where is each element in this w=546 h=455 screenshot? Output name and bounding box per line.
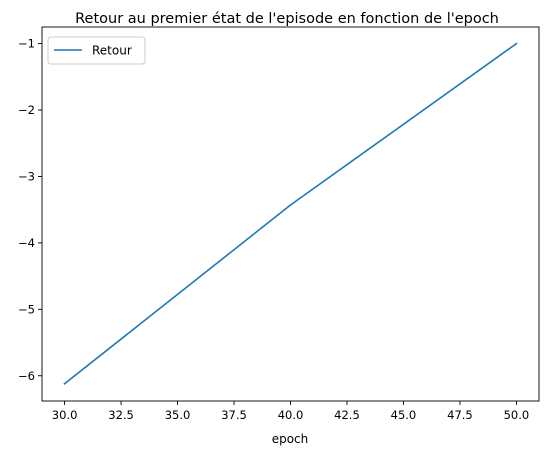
legend-label-retour: Retour (92, 44, 132, 58)
x-axis-label: epoch (272, 432, 309, 446)
x-tick-label: 47.5 (447, 408, 473, 422)
data-point (289, 204, 292, 206)
plot-frame (41, 26, 540, 402)
x-tick-label: 45.0 (391, 408, 417, 422)
legend-box (47, 36, 146, 65)
y-tick-label: −1 (18, 37, 35, 51)
y-tick-label: −2 (18, 103, 35, 117)
y-tick-label: −3 (18, 169, 35, 183)
legend: Retour (47, 36, 146, 65)
x-tick-label: 32.5 (108, 408, 134, 422)
chart-title: Retour au premier état de l'episode en f… (75, 11, 499, 27)
x-tick-label: 40.0 (278, 408, 304, 422)
x-tick-label: 30.0 (52, 408, 78, 422)
y-tick-label: −6 (18, 369, 35, 383)
series-layer (63, 42, 518, 385)
y-tick-label: −4 (18, 236, 35, 250)
x-tick-label: 37.5 (221, 408, 247, 422)
ticks-layer: 30.0 32.5 35.0 37.5 40.0 42.5 45.0 47.5 50.0 −6 −5… (18, 37, 529, 422)
x-tick-label: 35.0 (165, 408, 191, 422)
data-point (63, 382, 66, 385)
data-point (515, 42, 518, 45)
x-tick-label: 50.0 (504, 408, 530, 422)
x-tick-label: 42.5 (334, 408, 360, 422)
y-tick-label: −5 (18, 302, 35, 316)
series-line-retour (63, 42, 518, 385)
